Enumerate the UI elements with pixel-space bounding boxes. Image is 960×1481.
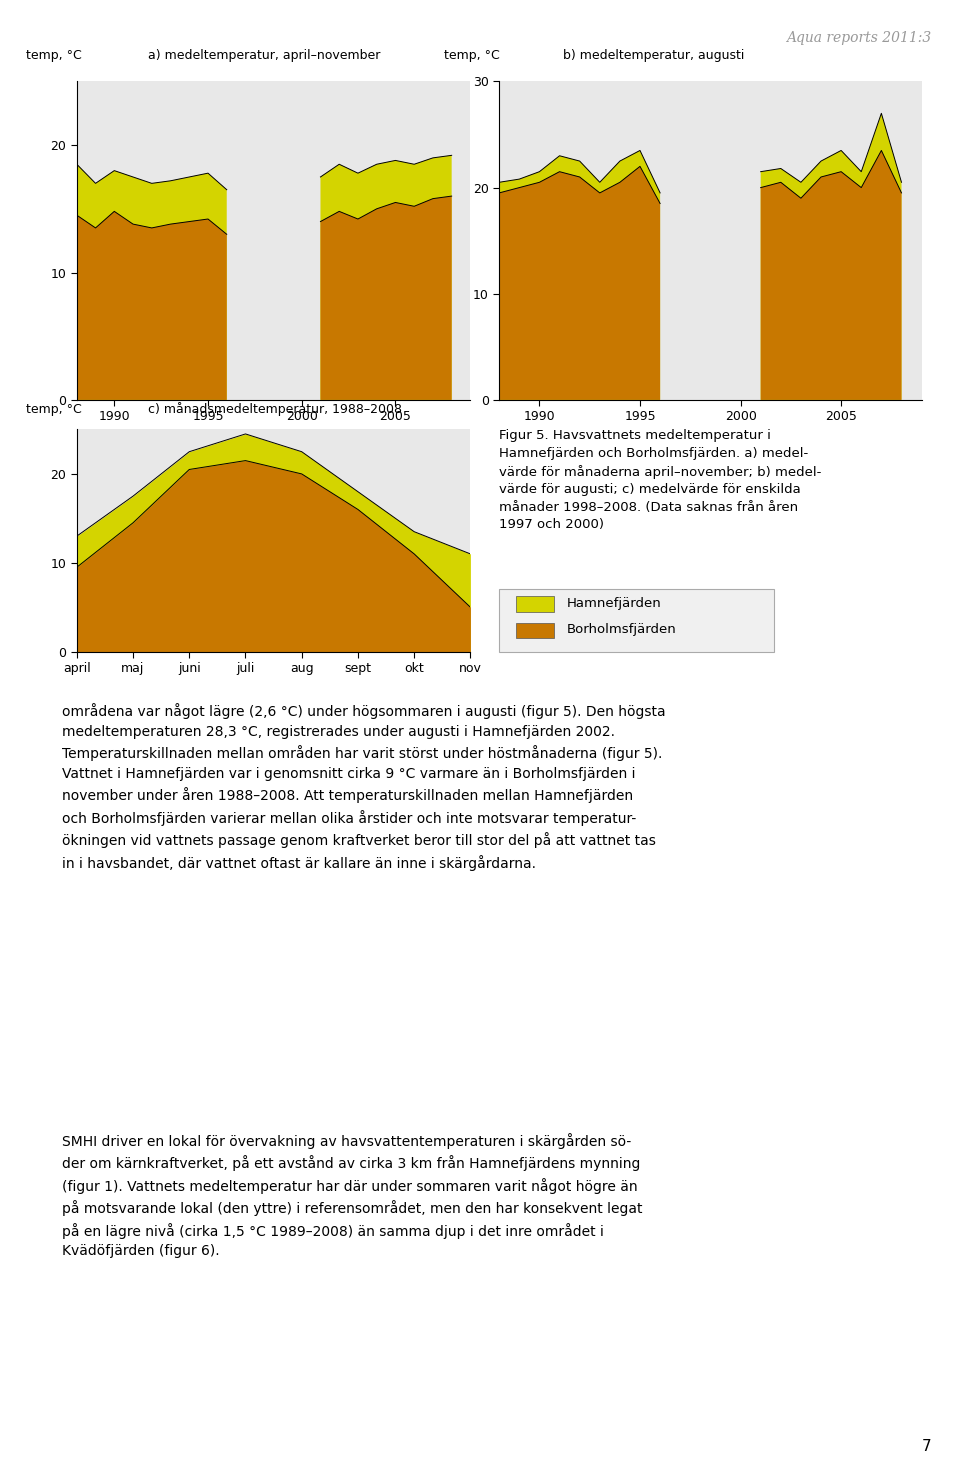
Text: c) månadsmedeltemperatur, 1988–2008: c) månadsmedeltemperatur, 1988–2008 [148, 403, 401, 416]
Text: 7: 7 [922, 1440, 931, 1454]
Text: temp, °C: temp, °C [26, 49, 82, 62]
FancyBboxPatch shape [499, 589, 774, 652]
Text: a) medeltemperatur, april–november: a) medeltemperatur, april–november [148, 49, 380, 62]
Bar [516, 622, 554, 638]
Text: SMHI driver en lokal för övervakning av havsvattentemperaturen i skärgården sö-
: SMHI driver en lokal för övervakning av … [62, 1133, 643, 1259]
Text: b) medeltemperatur, augusti: b) medeltemperatur, augusti [563, 49, 744, 62]
Text: områdena var något lägre (2,6 °C) under högsommaren i augusti (figur 5). Den hög: områdena var något lägre (2,6 °C) under … [62, 703, 666, 871]
Text: Figur 5. Havsvattnets medeltemperatur i
Hamnefjärden och Borholmsfjärden. a) med: Figur 5. Havsvattnets medeltemperatur i … [499, 429, 822, 532]
Text: temp, °C: temp, °C [26, 403, 82, 416]
Text: Hamnefjärden: Hamnefjärden [566, 597, 661, 610]
Text: Borholmsfjärden: Borholmsfjärden [566, 624, 677, 635]
Text: Aqua reports 2011:3: Aqua reports 2011:3 [786, 31, 931, 44]
Bar [516, 595, 554, 612]
Text: temp, °C: temp, °C [444, 49, 500, 62]
